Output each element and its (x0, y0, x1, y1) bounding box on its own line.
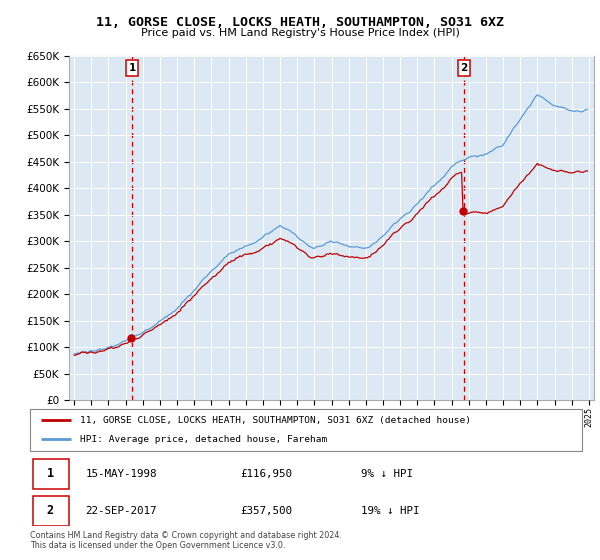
Text: 15-MAY-1998: 15-MAY-1998 (85, 469, 157, 479)
Text: 22-SEP-2017: 22-SEP-2017 (85, 506, 157, 516)
Text: 9% ↓ HPI: 9% ↓ HPI (361, 469, 413, 479)
Text: Contains HM Land Registry data © Crown copyright and database right 2024.
This d: Contains HM Land Registry data © Crown c… (30, 531, 342, 550)
Text: 11, GORSE CLOSE, LOCKS HEATH, SOUTHAMPTON, SO31 6XZ (detached house): 11, GORSE CLOSE, LOCKS HEATH, SOUTHAMPTO… (80, 416, 470, 424)
Text: 11, GORSE CLOSE, LOCKS HEATH, SOUTHAMPTON, SO31 6XZ: 11, GORSE CLOSE, LOCKS HEATH, SOUTHAMPTO… (96, 16, 504, 29)
Text: 2: 2 (47, 505, 54, 517)
Text: £116,950: £116,950 (240, 469, 292, 479)
FancyBboxPatch shape (30, 409, 582, 451)
Text: £357,500: £357,500 (240, 506, 292, 516)
FancyBboxPatch shape (33, 496, 68, 526)
Text: 19% ↓ HPI: 19% ↓ HPI (361, 506, 420, 516)
Text: Price paid vs. HM Land Registry's House Price Index (HPI): Price paid vs. HM Land Registry's House … (140, 28, 460, 38)
Text: 2: 2 (460, 63, 467, 73)
FancyBboxPatch shape (33, 459, 68, 489)
Text: HPI: Average price, detached house, Fareham: HPI: Average price, detached house, Fare… (80, 435, 327, 444)
Text: 1: 1 (128, 63, 136, 73)
Text: 1: 1 (47, 468, 54, 480)
